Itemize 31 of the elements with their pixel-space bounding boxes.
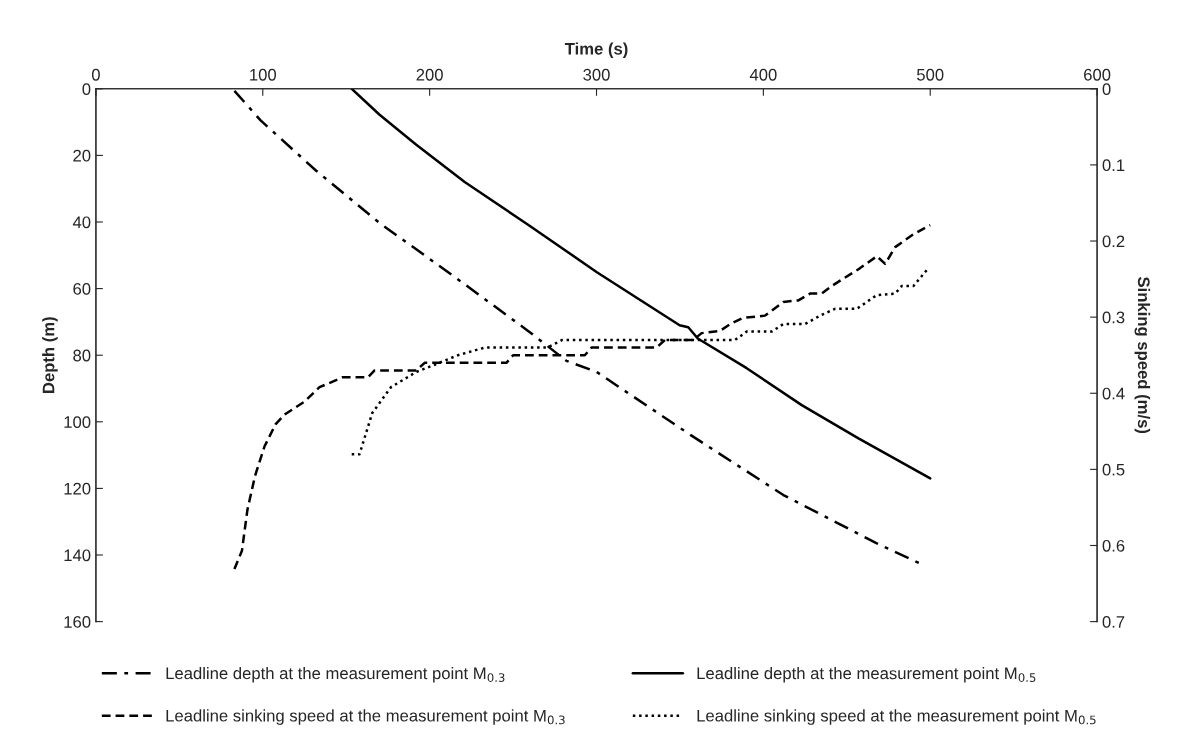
y-tick-label: 100: [64, 416, 91, 428]
y2-tick-label: 0.5: [1102, 463, 1125, 476]
y2-tick-label: 0.1: [1102, 159, 1125, 172]
legend-label: Leadline depth at the measurement point M$_{0.5}$: [697, 667, 1036, 683]
y2-tick-label: 0.3: [1102, 311, 1125, 324]
y2-tick-label: 0.7: [1102, 616, 1125, 628]
y2-tick-label: 0: [1102, 83, 1111, 95]
x-tick-label: 600: [1084, 68, 1111, 81]
y-tick-label: 60: [73, 283, 91, 295]
x-tick-label: 300: [583, 68, 610, 81]
x-tick-label: 100: [250, 68, 277, 81]
y-tick-label: 80: [73, 349, 91, 362]
x-tick-label: 0: [91, 68, 100, 81]
y-tick-label: 120: [64, 482, 91, 495]
x-tick-label: 200: [416, 68, 443, 81]
x-tick-label: 400: [749, 68, 777, 81]
legend-label: Leadline sinking speed at the measurement point M$_{0.3}$: [166, 709, 565, 725]
x-axis-title: Time (s): [564, 42, 628, 58]
y2-tick-label: 0.4: [1102, 387, 1125, 400]
y-axis-title: Depth (m): [42, 317, 58, 393]
y2-tick-label: 0.6: [1102, 539, 1125, 552]
y-tick-label: 140: [64, 549, 91, 562]
legend-label: Leadline depth at the measurement point M$_{0.3}$: [166, 667, 505, 683]
y2-tick-label: 0.2: [1102, 235, 1125, 248]
y-tick-label: 0: [82, 83, 91, 95]
y-tick-label: 160: [64, 616, 91, 628]
y-tick-label: 20: [73, 149, 91, 162]
y2-axis-title: Sinking speed (m/s): [1134, 276, 1151, 434]
x-tick-label: 500: [916, 68, 944, 81]
legend-label: Leadline sinking speed at the measurement point M$_{0.5}$: [697, 709, 1096, 725]
y-tick-label: 40: [72, 216, 91, 229]
